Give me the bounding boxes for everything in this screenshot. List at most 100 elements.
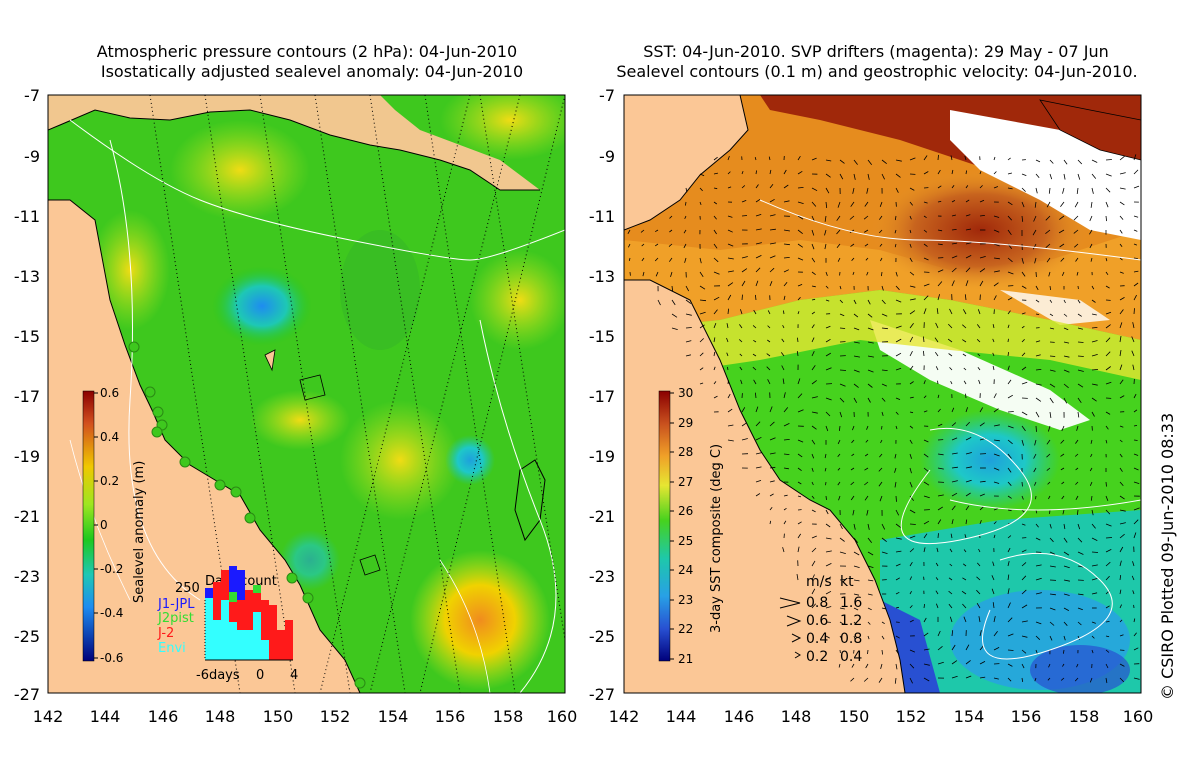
sla-tick: 0.4 — [100, 430, 119, 444]
velocity-arrow — [1133, 425, 1138, 427]
velocity-arrow — [1007, 172, 1012, 175]
velocity-arrow — [935, 577, 939, 581]
velocity-arrow — [699, 201, 702, 206]
velocity-arrow — [979, 171, 982, 175]
velocity-arrow — [1049, 551, 1056, 555]
velocity-arrow — [1035, 411, 1040, 418]
velocity-arrow — [754, 156, 757, 161]
velocity-arrow — [1091, 159, 1098, 163]
velocity-arrow — [1035, 285, 1039, 291]
velocity-arrow — [923, 467, 929, 472]
velocity-arrow — [923, 395, 927, 399]
velocity-arrow — [923, 171, 929, 175]
velocity-arrow — [1007, 617, 1013, 623]
velocity-arrow — [755, 406, 759, 413]
velocity-arrow — [727, 155, 730, 161]
velocity-arrow — [1021, 366, 1027, 371]
velocity-arrow — [965, 505, 970, 511]
velocity-arrow — [1035, 537, 1041, 541]
velocity-arrow — [1007, 481, 1012, 486]
velocity-arrow — [881, 313, 888, 317]
velocity-arrow — [923, 481, 930, 486]
velocity-arrow — [1090, 495, 1093, 501]
velocity-arrow — [1063, 579, 1070, 582]
velocity-arrow — [1133, 282, 1139, 287]
velocity-arrow — [1058, 229, 1065, 234]
velocity-arrow — [1105, 257, 1108, 262]
velocity-arrow — [811, 257, 816, 263]
velocity-arrow — [1060, 453, 1065, 457]
velocity-arrow — [685, 354, 691, 357]
velocity-arrow — [1063, 397, 1068, 404]
velocity-arrow — [867, 649, 869, 655]
velocity-arrow — [1089, 467, 1093, 472]
velocity-arrow — [853, 537, 859, 543]
velocity-arrow — [839, 411, 843, 418]
velocity-arrow — [895, 537, 902, 540]
velocity-arrow — [783, 169, 787, 175]
velocity-arrow — [1133, 532, 1137, 539]
velocity-arrow — [909, 381, 914, 385]
velocity-arrow — [713, 229, 717, 235]
legend-envi: Envi — [158, 641, 186, 656]
velocity-arrow — [1007, 365, 1010, 371]
velocity-arrow — [867, 327, 874, 331]
velocity-arrow — [1021, 411, 1028, 416]
y-tick: -19 — [14, 447, 40, 466]
velocity-arrow — [797, 495, 802, 498]
datacount-xtick: 4 — [290, 668, 298, 683]
velocity-arrow — [768, 156, 771, 161]
velocity-arrow — [839, 579, 846, 581]
velocity-arrow — [797, 467, 802, 472]
y-tick: -23 — [589, 567, 615, 586]
velocity-arrow — [741, 185, 746, 189]
velocity-arrow — [1091, 578, 1098, 581]
velocity-arrow — [1090, 257, 1093, 262]
right-title-line2: Sealevel contours (0.1 m) and geostrophi… — [616, 62, 1138, 81]
velocity-arrow — [979, 630, 982, 637]
velocity-arrow — [1133, 294, 1137, 301]
velocity-arrow — [1046, 257, 1051, 263]
velocity-arrow — [1133, 229, 1138, 232]
velocity-arrow — [909, 271, 915, 276]
velocity-arrow — [713, 201, 718, 205]
velocity-arrow — [825, 397, 832, 401]
velocity-arrow — [1091, 621, 1096, 624]
velocity-arrow — [1021, 575, 1027, 581]
velocity-arrow — [811, 324, 815, 329]
velocity-arrow — [937, 467, 944, 470]
velocity-legend-kt: 1.6 — [840, 595, 862, 611]
velocity-arrow — [852, 271, 855, 275]
velocity-arrow — [881, 327, 888, 330]
x-tick: 150 — [263, 707, 294, 726]
velocity-arrow — [963, 367, 967, 371]
velocity-arrow — [867, 565, 874, 568]
velocity-arrow — [1133, 215, 1139, 218]
velocity-arrow — [1007, 677, 1012, 682]
velocity-arrow — [1035, 340, 1041, 343]
velocity-arrow — [1105, 537, 1113, 539]
velocity-arrow — [1021, 604, 1028, 609]
x-tick: 142 — [609, 707, 640, 726]
datacount-xtick: 0 — [256, 668, 264, 683]
velocity-arrow — [909, 187, 915, 191]
velocity-arrow — [1007, 467, 1012, 473]
velocity-arrow — [880, 663, 883, 670]
velocity-arrow — [1119, 495, 1125, 500]
velocity-arrow — [1049, 537, 1054, 543]
velocity-arrow — [965, 170, 967, 175]
velocity-arrow — [726, 337, 729, 343]
velocity-arrow — [865, 257, 869, 261]
velocity-arrow — [797, 546, 800, 553]
velocity-arrow — [1063, 537, 1068, 543]
velocity-arrow — [825, 271, 828, 276]
velocity-arrow — [1091, 383, 1098, 386]
velocity-arrow — [713, 395, 718, 399]
velocity-arrow — [811, 243, 815, 250]
velocity-arrow — [1119, 604, 1122, 609]
velocity-arrow — [1119, 187, 1126, 190]
velocity-arrow — [1047, 481, 1051, 485]
velocity-arrow — [1119, 201, 1125, 206]
velocity-arrow — [824, 243, 827, 250]
velocity-arrow — [1077, 341, 1084, 343]
